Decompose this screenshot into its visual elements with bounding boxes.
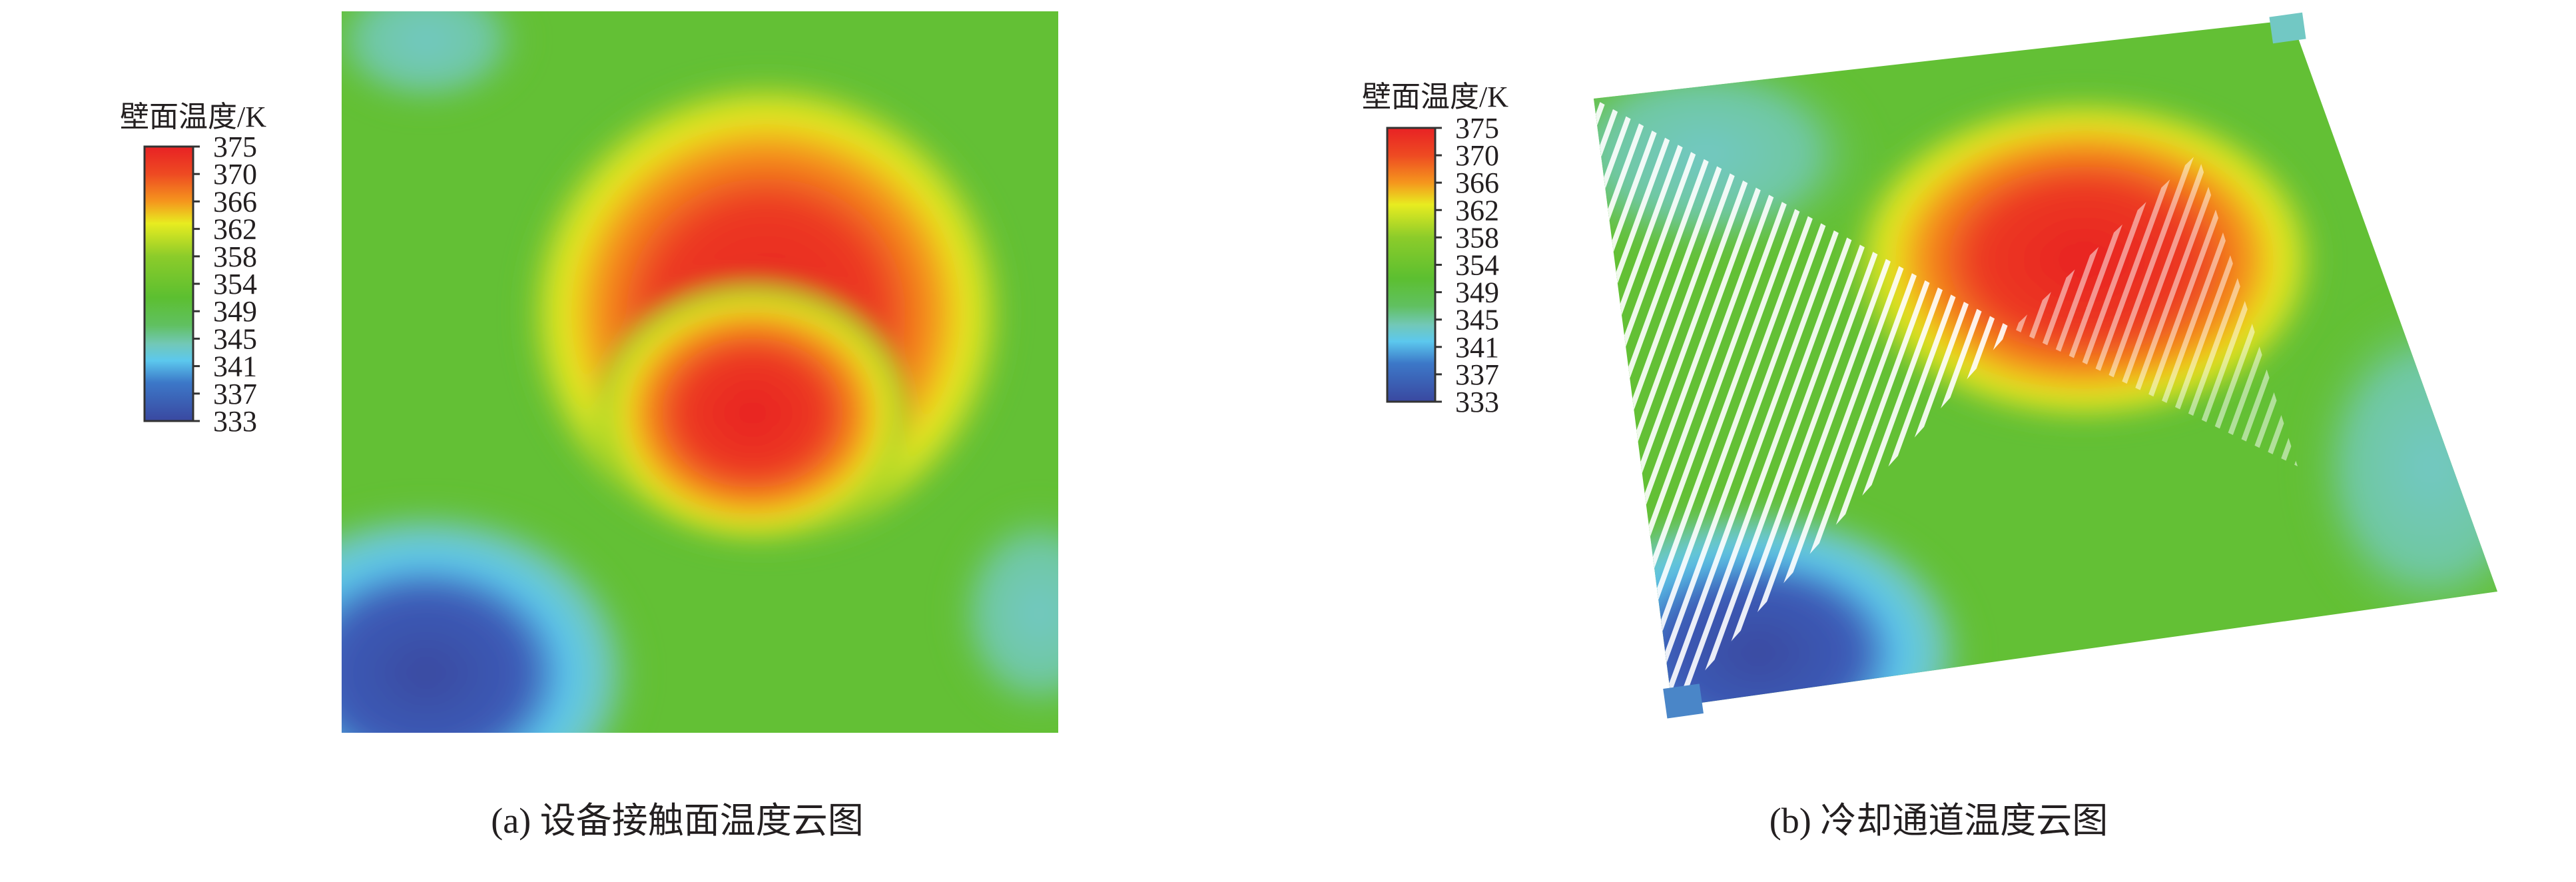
channel-stripes (2013, 153, 2298, 466)
colorbar-tick-label: 362 (213, 213, 257, 246)
colorbar-tick-label: 366 (213, 185, 257, 218)
colorbar-tick-label: 358 (1455, 221, 1499, 254)
colorbar-gradient (1386, 127, 1437, 403)
colorbar-tick-label: 345 (213, 322, 257, 355)
caption-a: (a) 设备接触面温度云图 (491, 801, 863, 841)
contour-map-a (342, 11, 1058, 733)
colorbar-tick-label: 341 (213, 350, 257, 383)
colorbar-tick-label: 375 (213, 131, 257, 163)
colorbar-tick-label: 345 (1455, 304, 1499, 336)
colorbar-tick-label: 333 (213, 405, 257, 438)
colorbar-tick-label: 370 (1455, 139, 1499, 172)
panel-a: 壁面温度/K 375370366362358354349345341337333… (120, 11, 1058, 841)
colorbar-tick-label: 354 (1455, 249, 1499, 282)
inlet-port (1663, 683, 1704, 719)
channel-stripes (1594, 99, 2013, 707)
colorbar-tick-label: 375 (1455, 112, 1499, 145)
colorbar-tick-label: 337 (213, 378, 257, 410)
colorbar-tick-label: 366 (1455, 167, 1499, 199)
colorbar-tick-label: 349 (213, 295, 257, 328)
colorbar-tick-label: 370 (213, 158, 257, 191)
colorbar-tick-label: 341 (1455, 331, 1499, 364)
colorbar-tick-label: 362 (1455, 194, 1499, 226)
caption-b: (b) 冷却通道温度云图 (1770, 801, 2108, 841)
colorbar-title: 壁面温度/K (1362, 81, 1508, 113)
colorbar-title: 壁面温度/K (120, 101, 266, 133)
colorbar-gradient (143, 145, 194, 422)
colorbar-tick-label: 354 (213, 268, 257, 300)
panel-b: 壁面温度/K 375370366362358354349345341337333… (1362, 12, 2497, 841)
colorbar-tick-label: 358 (213, 240, 257, 273)
colorbar-tick-label: 349 (1455, 276, 1499, 309)
outlet-port (2269, 12, 2306, 44)
cooling-channel-map (1594, 12, 2497, 719)
colorbar-tick-label: 337 (1455, 358, 1499, 391)
colorbar-tick-label: 333 (1455, 386, 1499, 418)
